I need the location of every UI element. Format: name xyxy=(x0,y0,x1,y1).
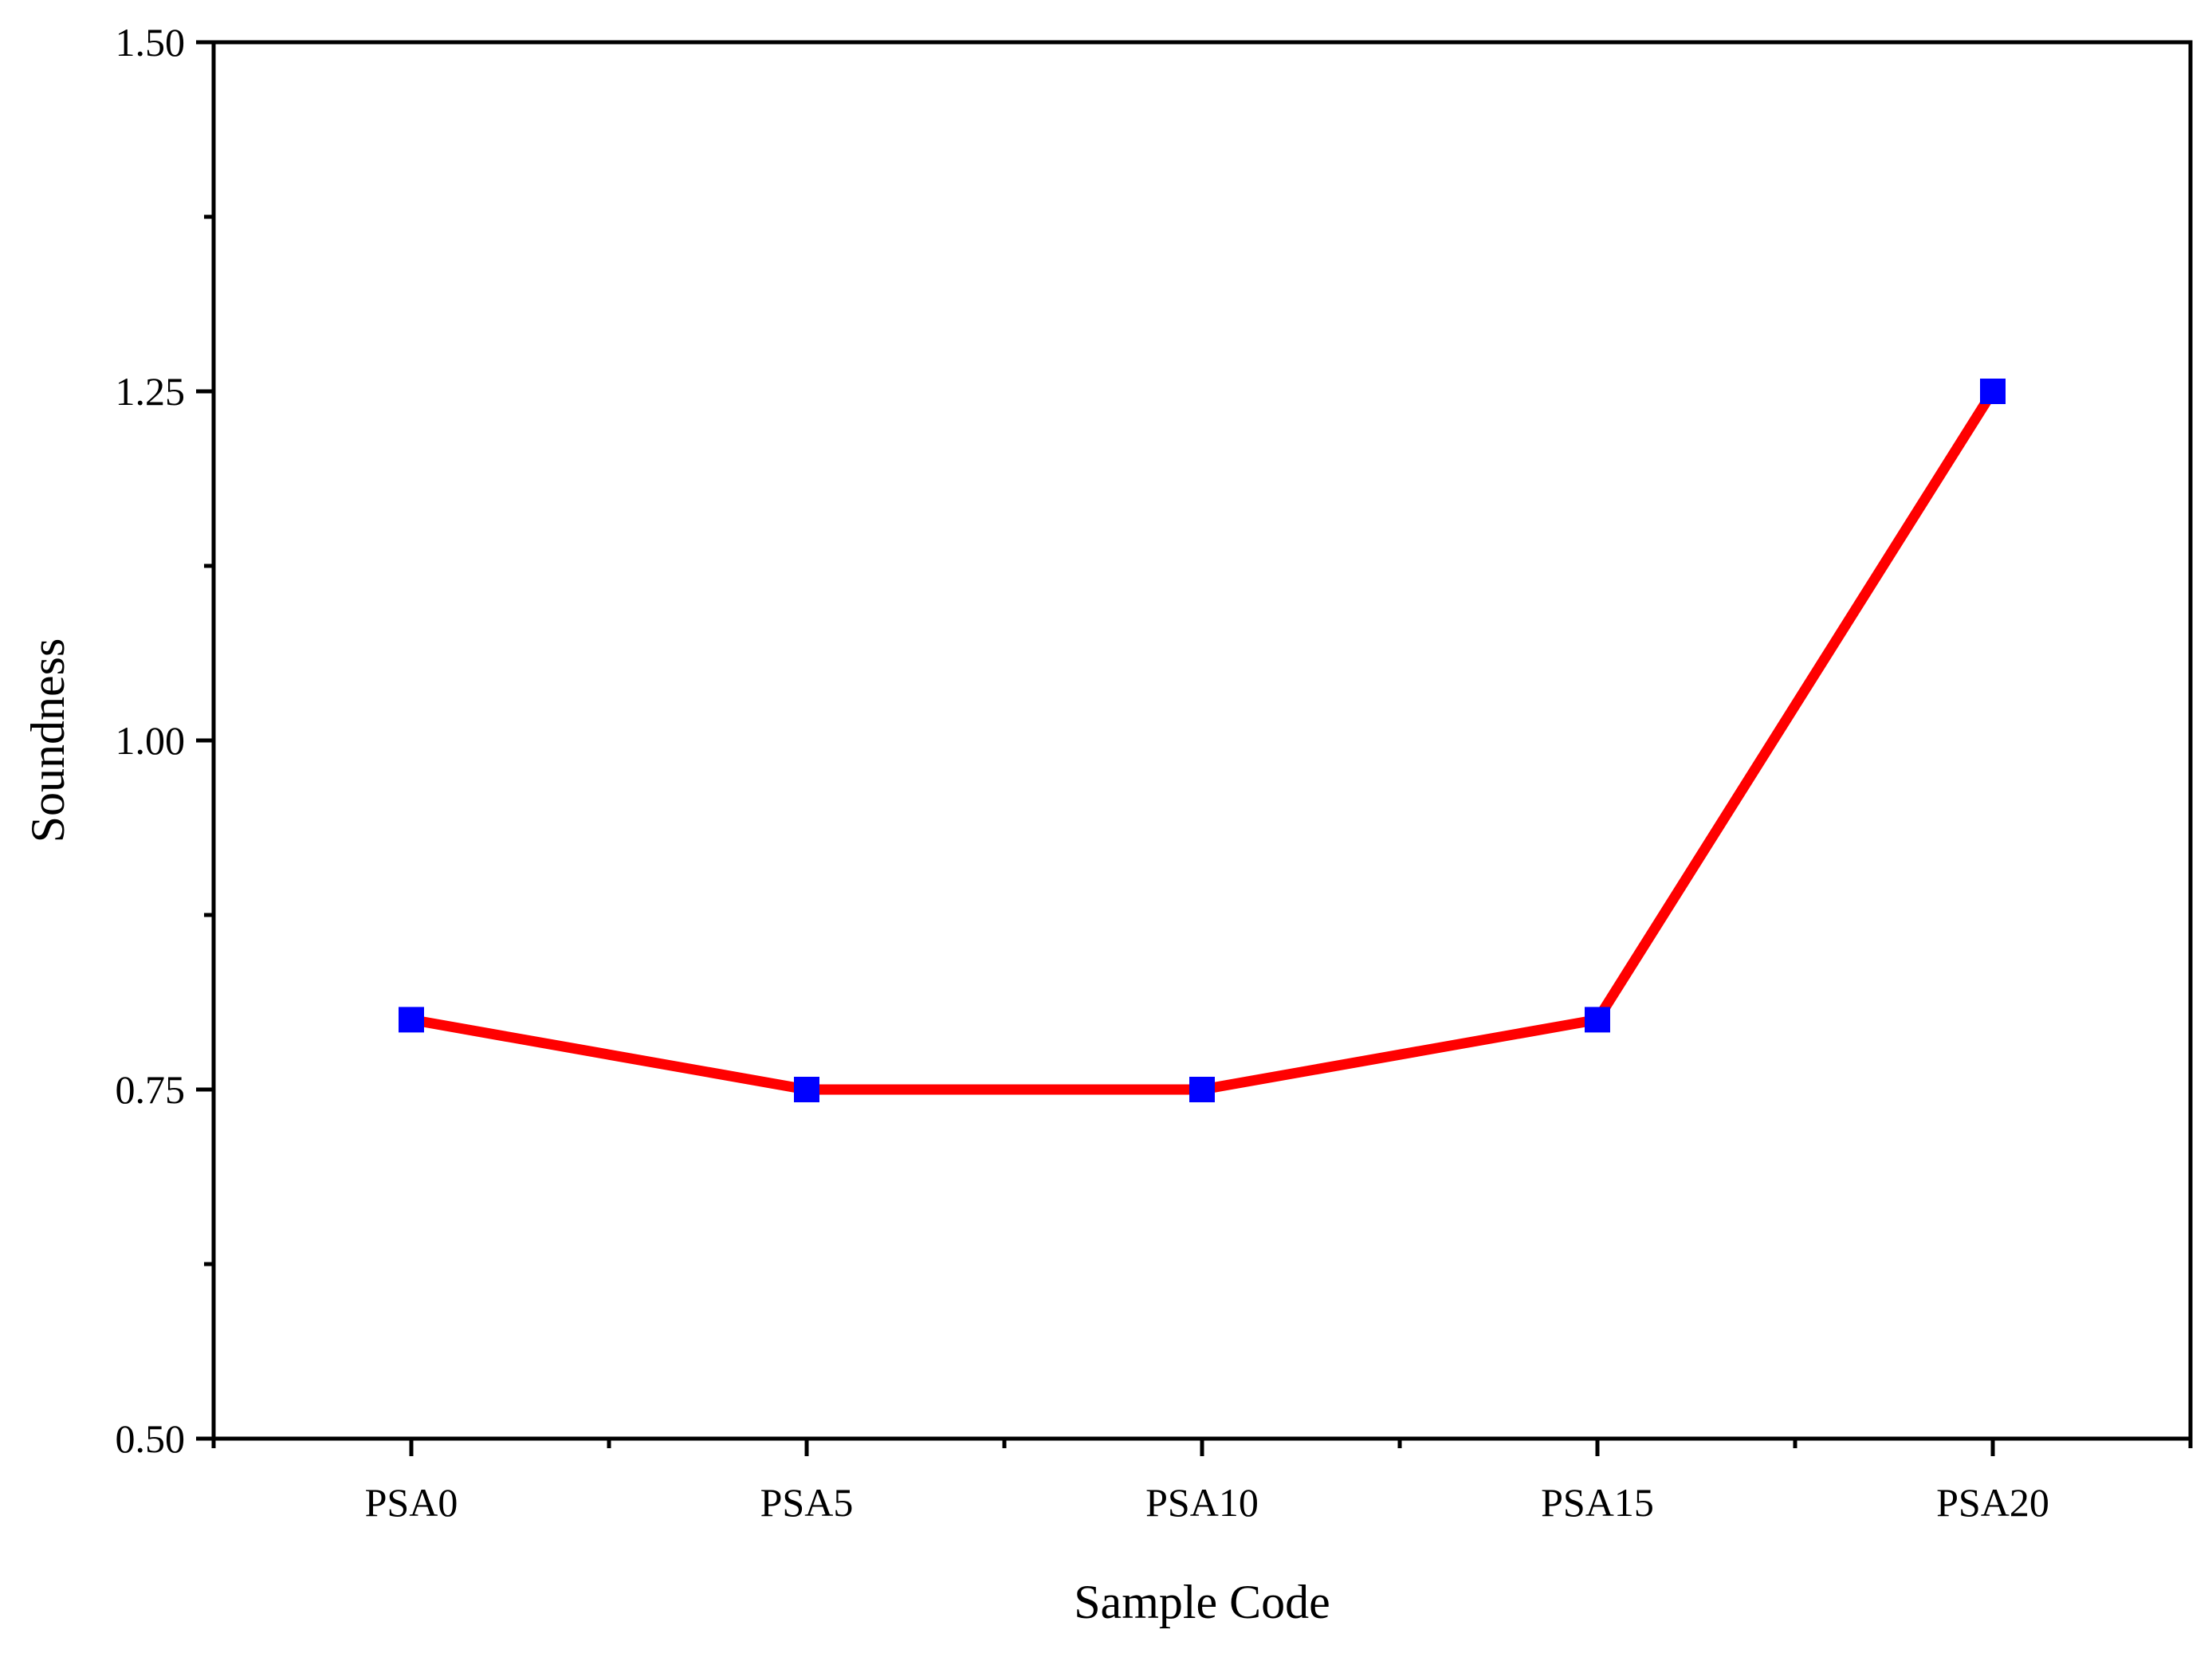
y-tick-label: 1.00 xyxy=(116,718,186,763)
y-tick-label: 1.25 xyxy=(116,369,186,414)
y-axis-title: Soundness xyxy=(22,638,74,843)
x-tick-label: PSA0 xyxy=(365,1480,458,1525)
series-layer xyxy=(399,379,2006,1102)
data-point-marker xyxy=(1585,1007,1610,1033)
y-tick-label: 1.50 xyxy=(116,20,186,65)
x-tick-label: PSA10 xyxy=(1145,1480,1259,1525)
y-axis-ticks: 0.50 0.75 1.00 1.25 1.50 xyxy=(116,20,214,1461)
y-tick-label: 0.50 xyxy=(116,1416,186,1461)
data-point-marker xyxy=(1189,1077,1215,1102)
series-line xyxy=(406,386,1998,1095)
data-point-marker xyxy=(399,1007,424,1033)
y-tick-label: 0.75 xyxy=(116,1067,186,1112)
x-axis-title: Sample Code xyxy=(1074,1576,1330,1628)
data-point-marker xyxy=(1980,379,2006,404)
x-tick-label: PSA15 xyxy=(1541,1480,1654,1525)
x-tick-label: PSA20 xyxy=(1936,1480,2049,1525)
plot-frame xyxy=(211,40,2193,1441)
x-axis-ticks: PSA0 PSA5 PSA10 PSA15 PSA20 xyxy=(211,1439,2193,1525)
data-point-marker xyxy=(794,1077,819,1102)
x-tick-label: PSA5 xyxy=(760,1480,854,1525)
